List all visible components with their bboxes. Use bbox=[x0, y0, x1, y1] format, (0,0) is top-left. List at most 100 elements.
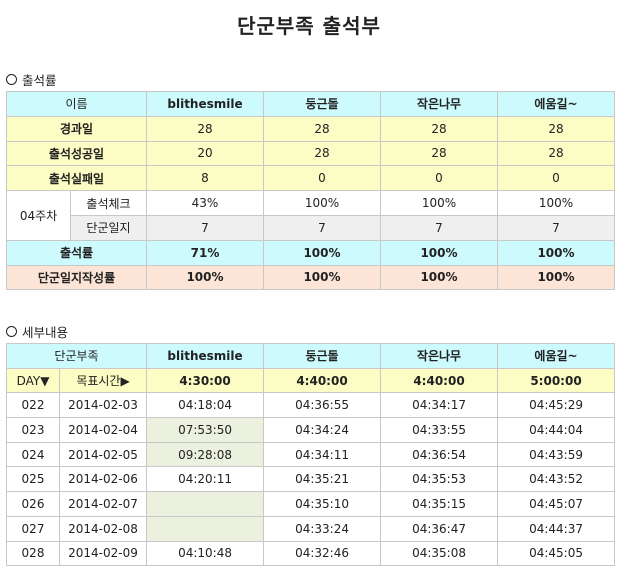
value-cell: 0 bbox=[380, 165, 498, 192]
week-label: 04주차 bbox=[6, 190, 71, 241]
member-name-header: 에움길~ bbox=[497, 343, 616, 369]
time-cell: 04:43:59 bbox=[497, 441, 616, 468]
day-cell: 027 bbox=[6, 515, 60, 542]
time-cell: 04:34:17 bbox=[380, 392, 499, 419]
time-cell: 04:35:08 bbox=[380, 540, 499, 567]
rate-cell: 100% bbox=[146, 264, 264, 291]
time-cell: 04:33:24 bbox=[263, 515, 382, 542]
value-cell: 28 bbox=[263, 115, 381, 142]
rate-row: 출석률 71% 100% 100% 100% bbox=[6, 239, 615, 266]
value-cell: 28 bbox=[146, 115, 264, 142]
rate-cell: 100% bbox=[263, 239, 381, 266]
time-cell bbox=[146, 491, 265, 517]
member-name-header: 둥근돌 bbox=[263, 91, 381, 117]
row-label: 경과일 bbox=[6, 115, 147, 142]
value-cell: 0 bbox=[263, 165, 381, 192]
value-cell: 28 bbox=[380, 140, 498, 167]
time-cell: 04:45:29 bbox=[497, 392, 616, 419]
time-cell: 07:53:50 bbox=[146, 417, 265, 443]
value-cell: 28 bbox=[497, 140, 615, 167]
rate-cell: 100% bbox=[380, 264, 498, 291]
time-cell bbox=[146, 515, 265, 542]
row-label: 단군일지 bbox=[70, 214, 147, 241]
day-cell: 028 bbox=[6, 540, 60, 567]
time-cell: 04:35:10 bbox=[263, 491, 382, 517]
day-cell: 024 bbox=[6, 441, 60, 468]
member-name-header: 둥근돌 bbox=[263, 343, 382, 369]
value-cell: 100% bbox=[380, 190, 498, 216]
week-row: 04주차 출석체크 43% 100% 100% 100% bbox=[6, 190, 615, 241]
circle-bullet-icon bbox=[6, 326, 17, 337]
time-cell: 04:36:54 bbox=[380, 441, 499, 468]
value-cell: 28 bbox=[497, 115, 615, 142]
value-cell: 8 bbox=[146, 165, 264, 192]
date-cell: 2014-02-03 bbox=[58, 392, 148, 419]
value-cell: 7 bbox=[380, 214, 498, 241]
target-time-cell: 4:40:00 bbox=[380, 367, 499, 394]
time-cell: 04:34:11 bbox=[263, 441, 382, 468]
details-table: 단군부족 blithesmile 둥근돌 작은나무 에움길~ DAY▼ 목표시간▶ 4:30:… bbox=[5, 343, 616, 567]
row-label: 단군일지작성률 bbox=[6, 264, 147, 291]
time-cell: 04:36:47 bbox=[380, 515, 499, 542]
journal-rate-row: 단군일지작성률 100% 100% 100% 100% bbox=[6, 264, 615, 291]
rate-cell: 100% bbox=[263, 264, 381, 291]
day-cell: 025 bbox=[6, 466, 60, 493]
page-title: 단군부족 출석부 bbox=[237, 14, 381, 38]
member-name-header: 에움길~ bbox=[497, 91, 615, 117]
rate-cell: 100% bbox=[497, 239, 615, 266]
date-cell: 2014-02-06 bbox=[58, 466, 148, 493]
time-cell: 04:33:55 bbox=[380, 417, 499, 443]
value-cell: 7 bbox=[497, 214, 615, 241]
value-cell: 20 bbox=[146, 140, 264, 167]
day-row: 024 2014-02-05 09:28:08 04:34:11 04:36:54 04:… bbox=[6, 441, 616, 468]
rate-cell: 100% bbox=[380, 239, 498, 266]
time-cell: 04:35:53 bbox=[380, 466, 499, 493]
day-row: 023 2014-02-04 07:53:50 04:34:24 04:33:55 04:… bbox=[6, 417, 616, 443]
circle-bullet-icon bbox=[6, 74, 17, 85]
target-time-cell: 5:00:00 bbox=[497, 367, 616, 394]
row-label: 출석실패일 bbox=[6, 165, 147, 192]
attendance-row: 경과일 28 28 28 28 bbox=[6, 115, 615, 142]
details-section-heading: 세부내용 bbox=[6, 322, 68, 341]
time-cell: 04:35:21 bbox=[263, 466, 382, 493]
time-cell: 04:43:52 bbox=[497, 466, 616, 493]
time-cell: 04:35:15 bbox=[380, 491, 499, 517]
time-cell: 04:45:07 bbox=[497, 491, 616, 517]
value-cell: 7 bbox=[263, 214, 381, 241]
time-cell: 04:18:04 bbox=[146, 392, 265, 419]
day-row: 026 2014-02-07 04:35:10 04:35:15 04:45:07 bbox=[6, 491, 616, 517]
date-cell: 2014-02-09 bbox=[58, 540, 148, 567]
row-label: 출석성공일 bbox=[6, 140, 147, 167]
time-cell: 04:44:04 bbox=[497, 417, 616, 443]
target-row: DAY▼ 목표시간▶ 4:30:00 4:40:00 4:40:00 5:00:00 bbox=[6, 367, 616, 394]
attendance-table: 이름 blithesmile 둥근돌 작은나무 에움길~ 경과일 28 28 28 28 출석성공일… bbox=[6, 91, 615, 291]
attendance-row: 출석실패일 8 0 0 0 bbox=[6, 165, 615, 192]
target-time-cell: 4:40:00 bbox=[263, 367, 382, 394]
attendance-header-row: 이름 blithesmile 둥근돌 작은나무 에움길~ bbox=[6, 91, 615, 117]
details-section-label: 세부내용 bbox=[22, 325, 69, 340]
date-cell: 2014-02-05 bbox=[58, 441, 148, 468]
day-row: 028 2014-02-09 04:10:48 04:32:46 04:35:08 04:… bbox=[6, 540, 616, 567]
target-time-cell: 4:30:00 bbox=[146, 367, 265, 394]
day-cell: 022 bbox=[6, 392, 60, 419]
header-name-label: 이름 bbox=[6, 91, 147, 117]
date-cell: 2014-02-08 bbox=[58, 515, 148, 542]
member-name-header: blithesmile bbox=[146, 343, 265, 369]
time-cell: 04:32:46 bbox=[263, 540, 382, 567]
day-row: 027 2014-02-08 04:33:24 04:36:47 04:44:37 bbox=[6, 515, 616, 542]
attendance-row: 출석성공일 20 28 28 28 bbox=[6, 140, 615, 167]
time-cell: 04:10:48 bbox=[146, 540, 265, 567]
member-name-header: 작은나무 bbox=[380, 91, 498, 117]
member-name-header: 작은나무 bbox=[380, 343, 499, 369]
rate-cell: 100% bbox=[497, 264, 615, 291]
week-row: 단군일지 7 7 7 7 bbox=[7, 214, 615, 241]
row-label: 출석률 bbox=[6, 239, 147, 266]
details-header-row: 단군부족 blithesmile 둥근돌 작은나무 에움길~ bbox=[5, 343, 616, 369]
member-name-header: blithesmile bbox=[146, 91, 264, 117]
value-cell: 43% bbox=[146, 190, 264, 216]
date-cell: 2014-02-07 bbox=[58, 491, 148, 517]
time-cell: 04:45:05 bbox=[497, 540, 616, 567]
value-cell: 28 bbox=[380, 115, 498, 142]
value-cell: 28 bbox=[263, 140, 381, 167]
value-cell: 0 bbox=[497, 165, 615, 192]
